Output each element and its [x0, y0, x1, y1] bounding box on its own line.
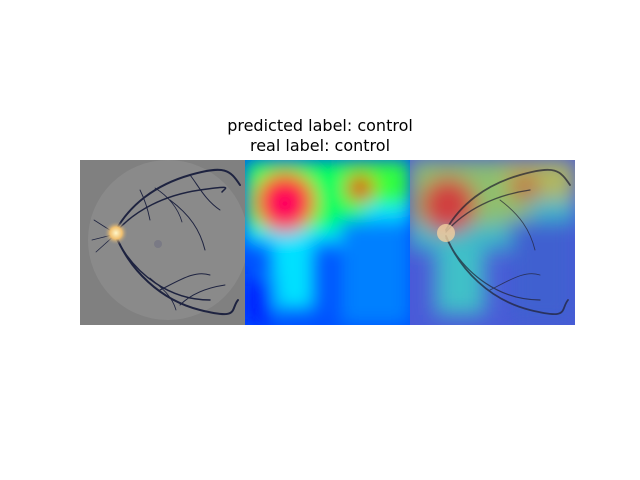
- heatmap-overlay: [410, 160, 575, 325]
- fundus-image-panel: [80, 160, 245, 325]
- predicted-label-title: predicted label: control: [227, 116, 413, 135]
- macula: [154, 240, 162, 248]
- heat-blobs: [245, 160, 410, 325]
- heatmap-overlay-panel: [410, 160, 575, 325]
- fundus-disc: [88, 160, 245, 320]
- overlay-vessels: [445, 168, 571, 315]
- fundus-image: [80, 160, 245, 325]
- overlay-heat-blobs: [410, 160, 575, 325]
- saliency-heatmap-panel: [245, 160, 410, 325]
- real-label-title: real label: control: [249, 136, 391, 155]
- saliency-heatmap: [245, 160, 410, 325]
- optic-disc: [104, 221, 128, 245]
- overlay-optic-disc: [437, 224, 455, 242]
